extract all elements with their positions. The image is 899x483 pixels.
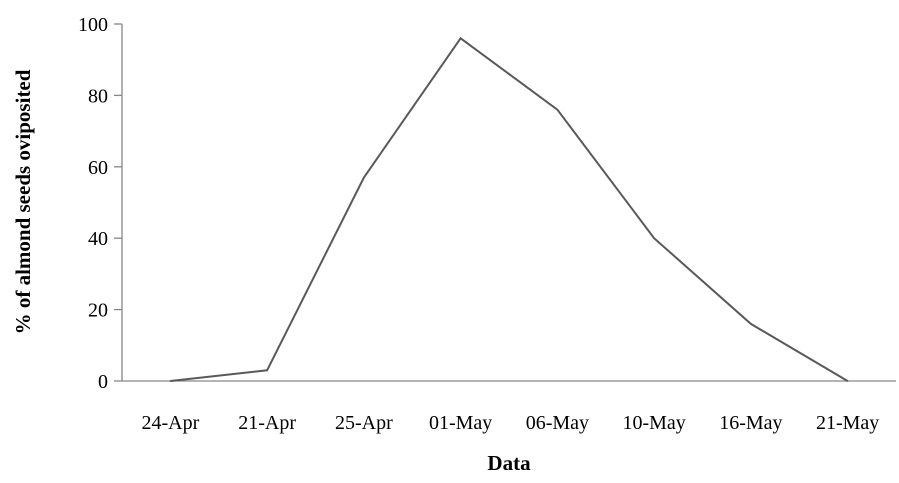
plot-area: [169, 36, 849, 382]
x-tick-label: 21-Apr: [238, 412, 296, 434]
y-tick-label: 40: [88, 228, 108, 250]
x-tick-label: 01-May: [429, 412, 492, 434]
data-point: [846, 380, 849, 382]
x-tick-label: 25-Apr: [335, 412, 393, 434]
x-tick-label: 16-May: [719, 412, 782, 434]
x-tick-label: 21-May: [816, 412, 879, 434]
data-point: [169, 380, 172, 382]
y-tick-label: 0: [98, 371, 108, 393]
x-axis-title: Data: [487, 451, 531, 475]
y-tick-label: 80: [88, 85, 108, 107]
x-tick-label: 06-May: [526, 412, 589, 434]
data-point: [653, 237, 655, 239]
y-axis: 0 20 40 60 80 100: [78, 14, 123, 393]
x-tick-label: 10-May: [622, 412, 685, 434]
data-point: [266, 369, 268, 372]
data-point: [750, 323, 752, 325]
x-tick-label: 24-Apr: [141, 412, 199, 434]
y-tick-label: 60: [88, 157, 108, 179]
y-tick-label: 20: [88, 300, 108, 322]
y-axis-title: % of almond seeds oviposited: [11, 69, 35, 334]
data-point: [556, 108, 559, 111]
y-tick-label: 100: [78, 14, 108, 36]
data-point: [363, 176, 365, 179]
data-point: [459, 37, 462, 40]
series-line: [170, 36, 849, 382]
x-axis: 24-Apr 21-Apr 25-Apr 01-May 06-May 10-May 16-M…: [122, 380, 896, 434]
